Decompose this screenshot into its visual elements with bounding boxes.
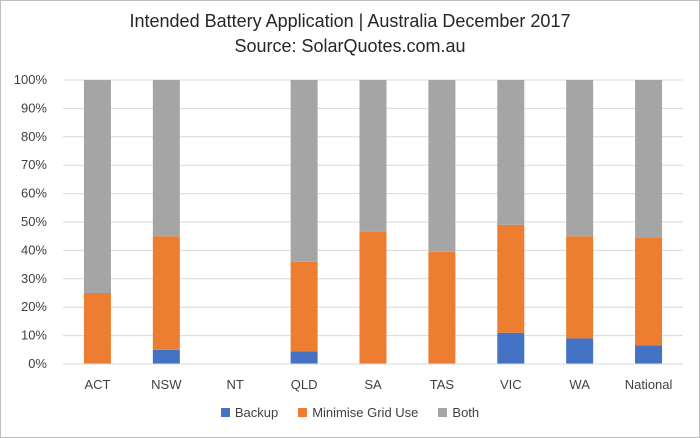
x-tick-label: VIC [500,377,522,392]
bar-minimise-grid-use [497,224,525,333]
x-tick-label: TAS [430,377,455,392]
chart-title: Intended Battery Application | Australia… [129,11,571,31]
bar-both [566,80,594,237]
y-tick-label: 100% [14,72,48,87]
bar-backup [290,351,318,364]
legend-item: Minimise Grid Use [298,405,418,420]
legend-item: Both [438,405,479,420]
bar-backup [635,345,663,364]
y-tick-label: 30% [21,271,47,286]
y-tick-label: 70% [21,157,47,172]
y-tick-label: 20% [21,299,47,314]
x-tick-label: ACT [84,377,110,392]
bar-minimise-grid-use [359,231,387,364]
legend-swatch [298,408,308,417]
bar-minimise-grid-use [83,293,111,364]
x-tick-label: SA [364,377,382,392]
legend-item: Backup [220,405,279,420]
y-tick-label: 40% [21,242,47,257]
x-tick-label: NSW [151,377,182,392]
bar-both [152,80,180,237]
bar-both [290,80,318,262]
y-tick-label: 0% [28,356,47,371]
bar-minimise-grid-use [290,261,318,352]
bar-minimise-grid-use [566,236,594,339]
x-tick-label: National [625,377,673,392]
x-tick-label: QLD [291,377,318,392]
y-tick-label: 60% [21,186,47,201]
bar-minimise-grid-use [152,236,180,350]
bar-backup [152,349,180,364]
x-tick-label: NT [227,377,244,392]
bar-both [635,80,663,238]
legend-label: Minimise Grid Use [312,405,419,420]
y-tick-label: 10% [21,328,47,343]
bar-backup [497,332,525,364]
y-tick-label: 80% [21,129,47,144]
bar-both [83,80,111,293]
bar-both [359,80,387,232]
legend-swatch [220,408,230,417]
bar-both [428,80,456,252]
legend-label: Backup [234,405,279,420]
legend-label: Both [452,405,480,420]
legend-swatch [438,408,448,417]
bar-both [497,80,525,225]
legend: Backup Minimise Grid Use Both [0,405,700,420]
y-tick-label: 50% [21,214,47,229]
bar-minimise-grid-use [635,237,663,346]
chart-subtitle: Source: SolarQuotes.com.au [234,36,466,56]
x-tick-label: WA [569,377,590,392]
bar-backup [566,338,594,364]
y-tick-label: 90% [21,100,47,115]
bar-minimise-grid-use [428,251,456,364]
